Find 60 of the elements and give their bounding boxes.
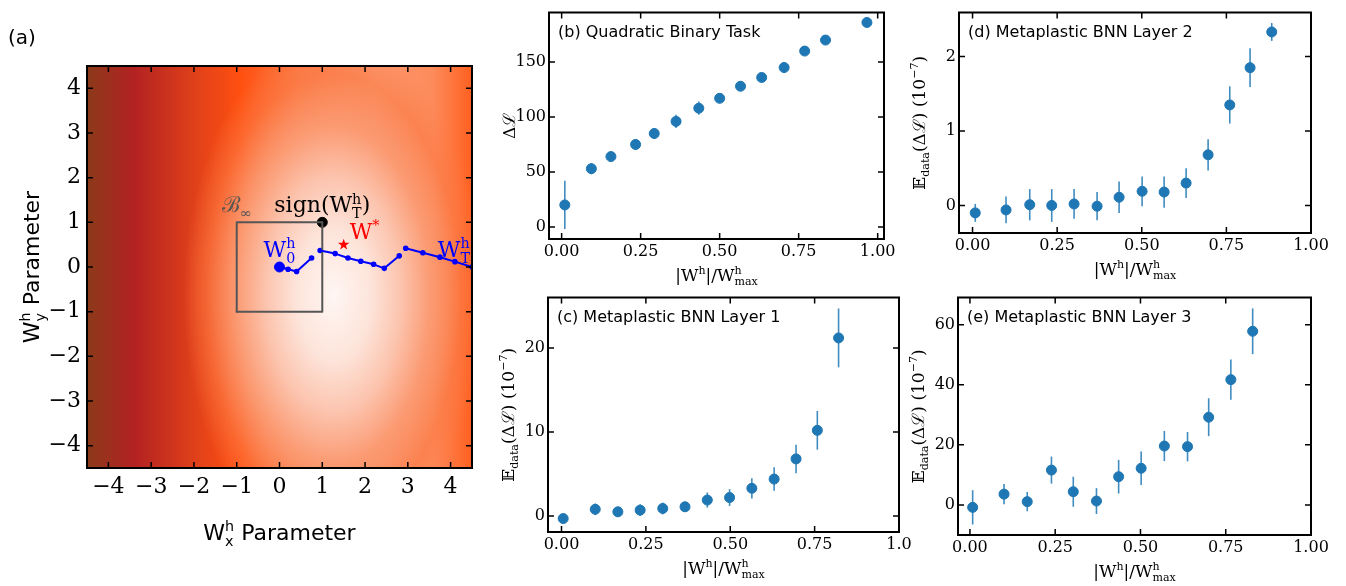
- x-tick-label: 0.75: [780, 240, 817, 260]
- x-tick-label: 4: [443, 472, 458, 498]
- x-tick-label: 1: [315, 472, 330, 498]
- y-tick-label: 1: [945, 120, 956, 140]
- x-tick-label: 0.50: [701, 240, 738, 260]
- text: (b) Quadratic Binary Task: [558, 21, 762, 41]
- y-axis-title: 𝔼data(Δℒ) (10−7): [907, 349, 932, 484]
- y-tick-label: 20: [934, 434, 955, 453]
- x-tick-label: 0.00: [543, 240, 580, 260]
- x-tick-label: 1.0: [886, 533, 912, 553]
- y-tick-label: 60: [934, 313, 955, 333]
- x-tick-label: 1.00: [859, 240, 896, 260]
- y-tick-label: 150: [515, 51, 546, 71]
- y-tick-label: 0: [944, 494, 955, 514]
- x-tick-label: 0.00: [952, 536, 988, 556]
- y-tick-label: −2: [48, 342, 81, 368]
- x-tick-label: 0.25: [622, 240, 659, 260]
- y-tick-label: 0: [535, 216, 546, 236]
- x-tick-label: −3: [134, 472, 168, 498]
- x-tick-label: 0.25: [1039, 234, 1075, 254]
- y-tick-label: 3: [67, 118, 81, 144]
- x-tick-label: 0.00: [954, 234, 991, 254]
- y-tick-label: 4: [67, 74, 81, 100]
- x-tick-label: −4: [92, 472, 125, 498]
- y-tick-label: 50: [525, 161, 546, 181]
- x-tick-label: 0.50: [712, 533, 749, 553]
- y-tick-label: −3: [48, 386, 81, 412]
- x-tick-label: 3: [400, 472, 415, 498]
- annotation: ℬ∞: [221, 192, 252, 221]
- y-tick-label: 1: [67, 208, 81, 234]
- x-tick-label: 1.00: [1293, 536, 1329, 556]
- x-tick-label: 0: [272, 472, 287, 498]
- x-tick-label: 2: [358, 472, 373, 498]
- x-tick-label: −1: [220, 472, 253, 498]
- y-tick-label: 0: [945, 194, 956, 214]
- x-tick-label: 0.50: [1123, 234, 1160, 254]
- text: (d) Metaplastic BNN Layer 2: [968, 21, 1193, 41]
- y-tick-label: 20: [524, 337, 545, 357]
- text: (c) Metaplastic BNN Layer 1: [557, 306, 781, 326]
- y-axis-title: 𝔼data(Δℒ) (10−7): [497, 347, 522, 482]
- x-tick-label: 0.75: [796, 533, 833, 553]
- x-tick-label: −2: [177, 472, 211, 498]
- y-axis-title: 𝔼data(Δℒ) (10−7): [908, 55, 933, 190]
- y-tick-label: −4: [48, 431, 81, 457]
- x-tick-label: 0.25: [1037, 536, 1074, 556]
- y-tick-label: −1: [48, 297, 81, 323]
- text: (e) Metaplastic BNN Layer 3: [967, 306, 1192, 326]
- y-tick-label: 2: [67, 163, 81, 189]
- x-tick-label: 0.75: [1208, 234, 1245, 254]
- y-tick-label: 2: [945, 45, 956, 65]
- y-axis-title: Wyh Parameter: [17, 189, 48, 344]
- chart-title: (a): [8, 25, 36, 49]
- x-tick-label: 0.50: [1122, 536, 1159, 556]
- y-tick-label: 40: [934, 373, 955, 393]
- y-tick-label: 10: [524, 421, 545, 441]
- x-tick-label: 0.00: [543, 533, 580, 553]
- x-tick-label: 1.00: [1293, 234, 1329, 254]
- x-tick-label: 0.75: [1207, 536, 1244, 556]
- x-tick-label: 0.25: [628, 533, 664, 553]
- y-tick-label: 0: [534, 505, 545, 525]
